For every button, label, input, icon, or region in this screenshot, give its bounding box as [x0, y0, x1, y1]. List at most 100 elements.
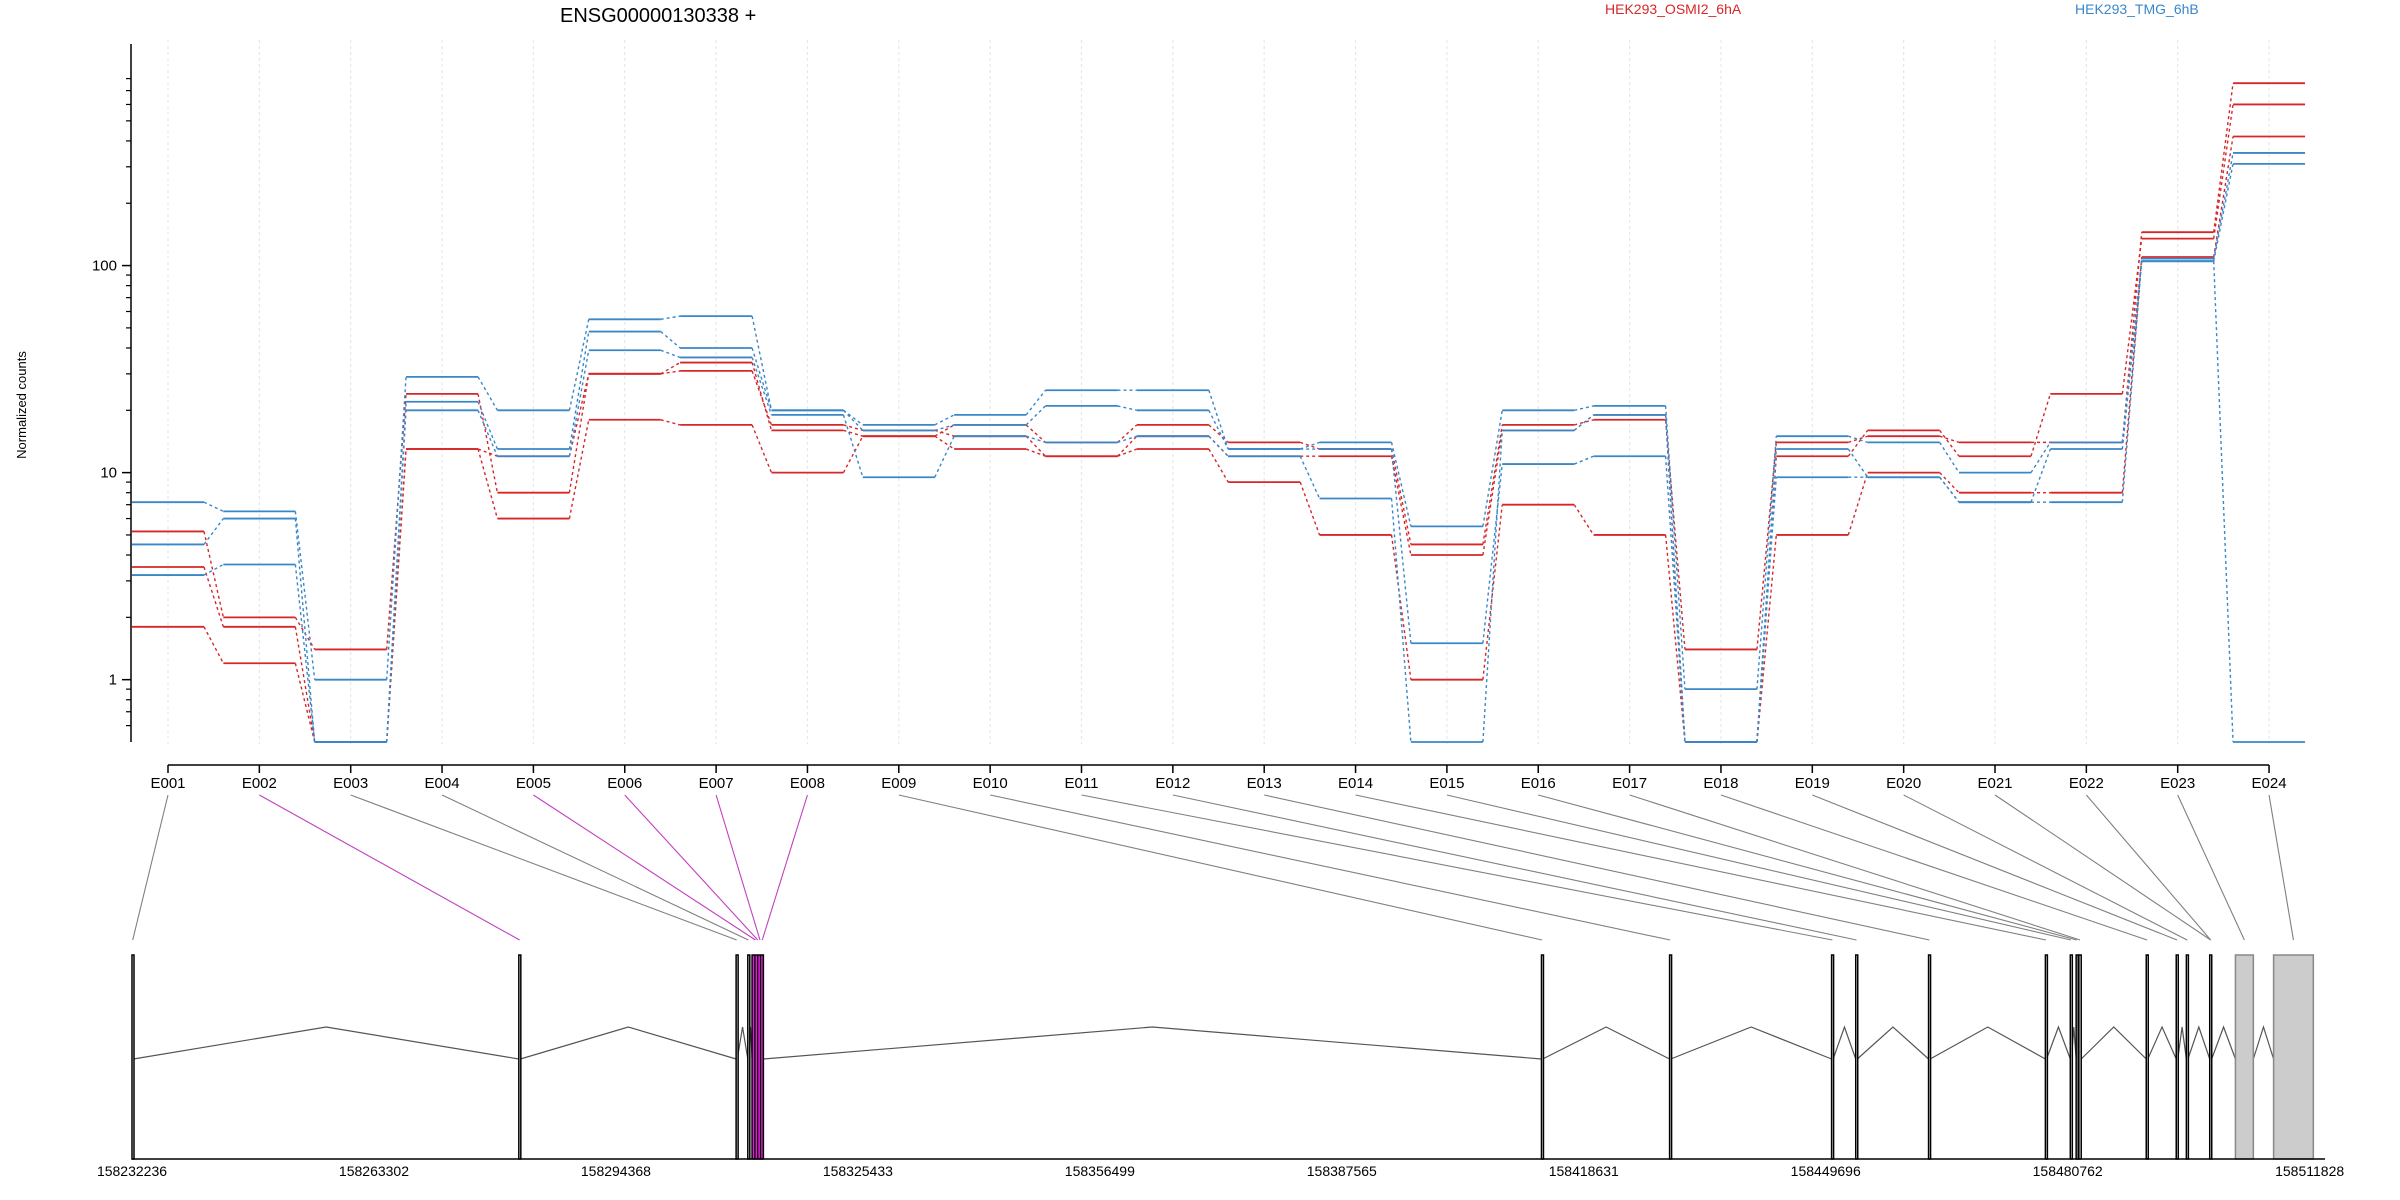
connector-E014 — [1355, 794, 2047, 941]
series-4-step-E017 — [1664, 405, 1686, 690]
series-4-step-E002 — [294, 511, 316, 680]
chart-title: ENSG00000130338 + — [560, 5, 756, 27]
series-5-step-E014 — [1390, 448, 1412, 644]
series-5-step-E010 — [1025, 405, 1046, 426]
series-2-step-E010 — [1025, 435, 1047, 457]
x-tick-label-E015: E015 — [1429, 775, 1464, 792]
intron-18 — [2211, 1025, 2236, 1060]
connector-E001 — [132, 794, 169, 941]
x-tick-label-E023: E023 — [2160, 775, 2195, 792]
connector-E020 — [1903, 794, 2188, 941]
connector-E003 — [350, 794, 737, 941]
intron-11 — [2045, 1025, 2071, 1060]
y-tick-label-1: 1 — [109, 672, 117, 689]
exon-block-1 — [131, 954, 135, 1160]
x-tick-label-E001: E001 — [150, 775, 185, 792]
x-tick-label-E014: E014 — [1338, 775, 1373, 792]
series-6-step-E019 — [1847, 448, 1869, 478]
series-6-step-E005 — [568, 350, 590, 457]
series-2-step-E009 — [934, 429, 955, 437]
x-tick-label-E019: E019 — [1795, 775, 1830, 792]
series-4-step-E021 — [2030, 441, 2051, 474]
series-6-step-E003 — [386, 410, 407, 743]
series-1-step-E014 — [1390, 448, 1412, 545]
connector-E005 — [533, 794, 756, 941]
intron-17 — [2187, 1025, 2211, 1060]
x-tick-label-E020: E020 — [1886, 775, 1921, 792]
series-5-step-E018 — [1756, 477, 1777, 743]
y-axis: 1 10 100 — [92, 44, 132, 742]
series-5-step-E016 — [1573, 455, 1594, 465]
y-tick-label-10: 10 — [100, 465, 117, 482]
series-2-step-E023 — [2213, 104, 2234, 239]
y-axis-label: Normalized counts — [14, 351, 29, 459]
series-1-step-E011 — [1117, 424, 1138, 443]
exon-block-4 — [747, 954, 751, 1160]
x-axis: E001 E002 E003 E004 E005 E006 E007 E008 E009 E010… — [150, 764, 2287, 792]
connector-E017 — [1629, 794, 2081, 941]
series-5-step-E012 — [1208, 409, 1229, 450]
x-tick-label-E018: E018 — [1703, 775, 1738, 792]
series-2-step-E008 — [843, 424, 863, 432]
series-3-step-E008 — [842, 435, 864, 473]
exon-connectors — [132, 794, 2294, 941]
exon-block-2 — [518, 954, 522, 1160]
series-4-step-E009 — [934, 414, 955, 426]
series-6-step-E020 — [1939, 476, 1960, 503]
genomic-tick-label-5: 158356499 — [1065, 1163, 1135, 1179]
intron-15 — [2147, 1025, 2177, 1060]
exon-block-20 — [2272, 954, 2315, 1160]
intron-19 — [2252, 1025, 2275, 1060]
series-2-step-E005 — [568, 373, 590, 457]
exon-block-6 — [1540, 954, 1545, 1160]
exon-block-10 — [1927, 954, 1932, 1160]
series-3 — [132, 135, 2306, 743]
x-tick-label-E003: E003 — [333, 775, 368, 792]
series-3-step-E023 — [2213, 136, 2234, 258]
series-2-step-E021 — [2030, 393, 2052, 457]
series-5-step-E007 — [751, 347, 773, 411]
series-3-step-E006 — [660, 419, 681, 426]
genomic-tick-label-10: 158511828 — [2275, 1163, 2344, 1179]
series-1-step-E019 — [1848, 435, 1868, 444]
exon-block-16 — [2175, 954, 2179, 1160]
x-tick-label-E004: E004 — [425, 775, 460, 792]
series-4-step-E010 — [1025, 389, 1047, 416]
connector-E024 — [2268, 794, 2294, 941]
series-4-step-E012 — [1208, 390, 1229, 450]
intron-1 — [133, 1026, 519, 1060]
x-tick-label-E021: E021 — [1977, 775, 2012, 792]
intron-16 — [2177, 1026, 2187, 1060]
series-6-step-E015 — [1482, 430, 1503, 743]
series-1-step-E007 — [751, 362, 773, 431]
genomic-tick-label-6: 158387565 — [1307, 1163, 1377, 1179]
series-3-step-E017 — [1664, 534, 1686, 743]
series-4-step-E014 — [1390, 442, 1412, 527]
series-3-step-E016 — [1573, 504, 1595, 536]
exon-block-18 — [2208, 954, 2213, 1160]
series-5-step-E005 — [568, 331, 590, 450]
series-4-step-E008 — [843, 409, 864, 426]
series-1-step-E009 — [934, 424, 955, 437]
series-6-step-E023 — [2213, 261, 2234, 743]
series-4-step-E018 — [1756, 436, 1777, 690]
series-6-step-E008 — [842, 414, 864, 478]
series-5-step-E001 — [203, 518, 224, 545]
exon-block-14 — [2078, 954, 2082, 1160]
series-3-step-E012 — [1208, 448, 1229, 483]
intron-10 — [1929, 1026, 2046, 1060]
series-6-step-E010 — [1025, 435, 1046, 444]
exon-block-11 — [2044, 954, 2049, 1160]
series-5-step-E009 — [934, 424, 955, 432]
series-3-step-E002 — [294, 663, 316, 743]
x-tick-label-E016: E016 — [1521, 775, 1556, 792]
series-5 — [132, 162, 2306, 743]
connector-E022 — [2085, 794, 2212, 941]
intron-6 — [1542, 1026, 1670, 1060]
x-tick-label-E013: E013 — [1247, 775, 1282, 792]
connector-E002 — [259, 794, 520, 941]
x-tick-label-E009: E009 — [881, 775, 916, 792]
x-tick-label-E007: E007 — [699, 775, 734, 792]
series-2-step-E014 — [1390, 456, 1412, 556]
intron-2 — [520, 1026, 737, 1060]
